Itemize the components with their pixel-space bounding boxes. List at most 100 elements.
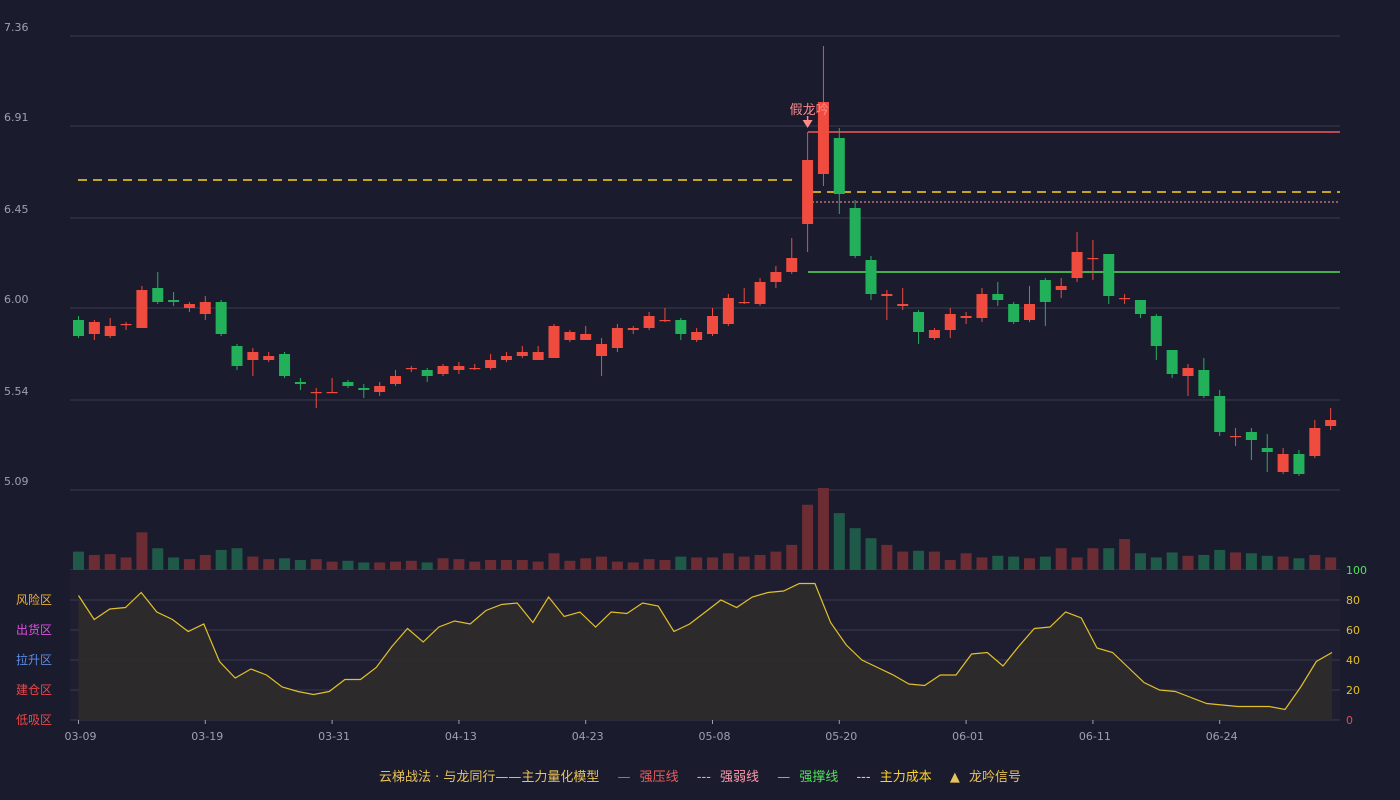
volume-bar <box>691 557 703 570</box>
candle-body <box>659 320 671 322</box>
volume-bar <box>326 561 338 570</box>
oscillator-line <box>77 582 1333 711</box>
volume-bar <box>833 513 845 570</box>
volume-bar <box>453 559 465 570</box>
price-tick-label: 7.36 <box>4 21 29 34</box>
zone-label: 建仓区 <box>16 683 52 697</box>
volume-bar <box>485 559 497 570</box>
signal-annotation-label: 假龙吟 <box>790 102 829 118</box>
candle-body <box>231 346 243 366</box>
volume-bar <box>1071 557 1083 570</box>
volume-bar <box>516 559 528 570</box>
volume-bar <box>310 559 322 570</box>
volume-bar <box>1134 553 1146 570</box>
candle-body <box>960 316 972 318</box>
candle-body <box>1087 258 1099 260</box>
chart-legend: 云梯战法 · 与龙同行——主力量化模型 — 强压线 --- 强弱线 — 强撑线 … <box>0 766 1400 785</box>
volume-bar <box>247 556 259 570</box>
candle-body <box>897 304 909 306</box>
volume-bar <box>437 558 449 570</box>
candle-body <box>596 344 608 356</box>
x-tick-label: 04-13 <box>445 730 477 743</box>
volume-bar <box>1103 548 1115 570</box>
volume-bar <box>1166 552 1178 570</box>
volume-bar <box>913 550 925 570</box>
candle-body <box>627 328 639 330</box>
candle-body <box>1277 454 1289 472</box>
candle-body <box>136 290 148 328</box>
oscillator-tick-label: 60 <box>1346 624 1360 637</box>
candle-body <box>152 288 164 302</box>
stock-chart: 7.36 6.91 6.45 6.00 5.54 5.09 100 80 60 40 20 0 风险区出… <box>4 21 1367 743</box>
candle-body <box>1261 448 1273 452</box>
candle-body <box>754 282 766 304</box>
volume-bar <box>611 561 623 570</box>
volume-bar <box>1325 557 1337 570</box>
volume-bar <box>500 559 512 570</box>
volume-bar <box>469 561 481 570</box>
volume-bar <box>1182 555 1194 570</box>
candle-body <box>294 382 306 384</box>
signal-arrow-icon <box>802 120 813 128</box>
volume-bar <box>580 558 592 570</box>
volume-bar <box>1309 554 1321 570</box>
volume-bar <box>1245 553 1257 570</box>
candle-body <box>691 332 703 340</box>
volume-bar <box>738 556 750 570</box>
candle-body <box>1245 432 1257 440</box>
candle-body <box>247 352 259 360</box>
zone-label: 风险区 <box>16 592 52 607</box>
zone-label: 低吸区 <box>16 713 52 727</box>
volume-bar <box>532 561 544 570</box>
x-tick-label: 06-24 <box>1206 730 1238 743</box>
candle-body <box>1166 350 1178 374</box>
candle-body <box>120 324 132 326</box>
volume-bar <box>1150 557 1162 570</box>
candle-body <box>199 302 211 314</box>
volume-bar <box>564 560 576 570</box>
legend-strong-support[interactable]: — 强撑线 <box>777 766 838 785</box>
triangle-icon: ▲ <box>949 770 960 785</box>
x-tick-label: 06-11 <box>1079 730 1111 743</box>
volume-bar <box>643 559 655 570</box>
candle-body <box>279 354 291 376</box>
candle-body <box>342 382 354 386</box>
x-tick-label: 03-31 <box>318 730 350 743</box>
candle-body <box>849 208 861 256</box>
candle-body <box>564 332 576 340</box>
volume-bar <box>897 551 909 570</box>
volume-bar <box>390 561 401 570</box>
legend-main-cost[interactable]: --- 主力成本 <box>856 766 931 785</box>
candle-body <box>532 352 544 360</box>
candle-body <box>500 356 512 360</box>
legend-dragon-signal[interactable]: ▲ 龙吟信号 <box>950 766 1021 785</box>
legend-strong-pressure-label: 强压线 <box>639 770 679 785</box>
candle-body <box>88 322 100 334</box>
oscillator-tick-label: 40 <box>1346 654 1360 667</box>
volume-bar <box>802 504 814 570</box>
candle-body <box>833 138 845 194</box>
candle-body <box>390 376 401 384</box>
volume-bar <box>770 551 782 570</box>
volume-bar <box>928 551 940 570</box>
candle-body <box>580 334 592 340</box>
oscillator-area <box>78 583 1332 720</box>
volume-bar <box>152 548 164 570</box>
volume-bar <box>992 555 1004 570</box>
volume-bar <box>976 557 988 570</box>
volume-bar <box>1214 549 1226 570</box>
candle-body <box>405 368 417 370</box>
candle-body <box>73 320 84 336</box>
candle-body <box>437 366 449 374</box>
volume-bar <box>865 538 877 570</box>
legend-weak-pressure[interactable]: --- 强弱线 <box>697 766 759 785</box>
x-tick-label: 05-08 <box>699 730 731 743</box>
legend-title: 云梯战法 · 与龙同行——主力量化模型 <box>378 770 600 785</box>
candle-body <box>1103 254 1115 296</box>
candle-body <box>881 294 893 296</box>
volume-bar <box>1008 556 1020 570</box>
price-tick-label: 5.54 <box>4 385 29 398</box>
oscillator-tick-label: 0 <box>1346 714 1353 727</box>
candle-body <box>722 298 734 324</box>
legend-strong-pressure[interactable]: — 强压线 <box>618 766 679 785</box>
